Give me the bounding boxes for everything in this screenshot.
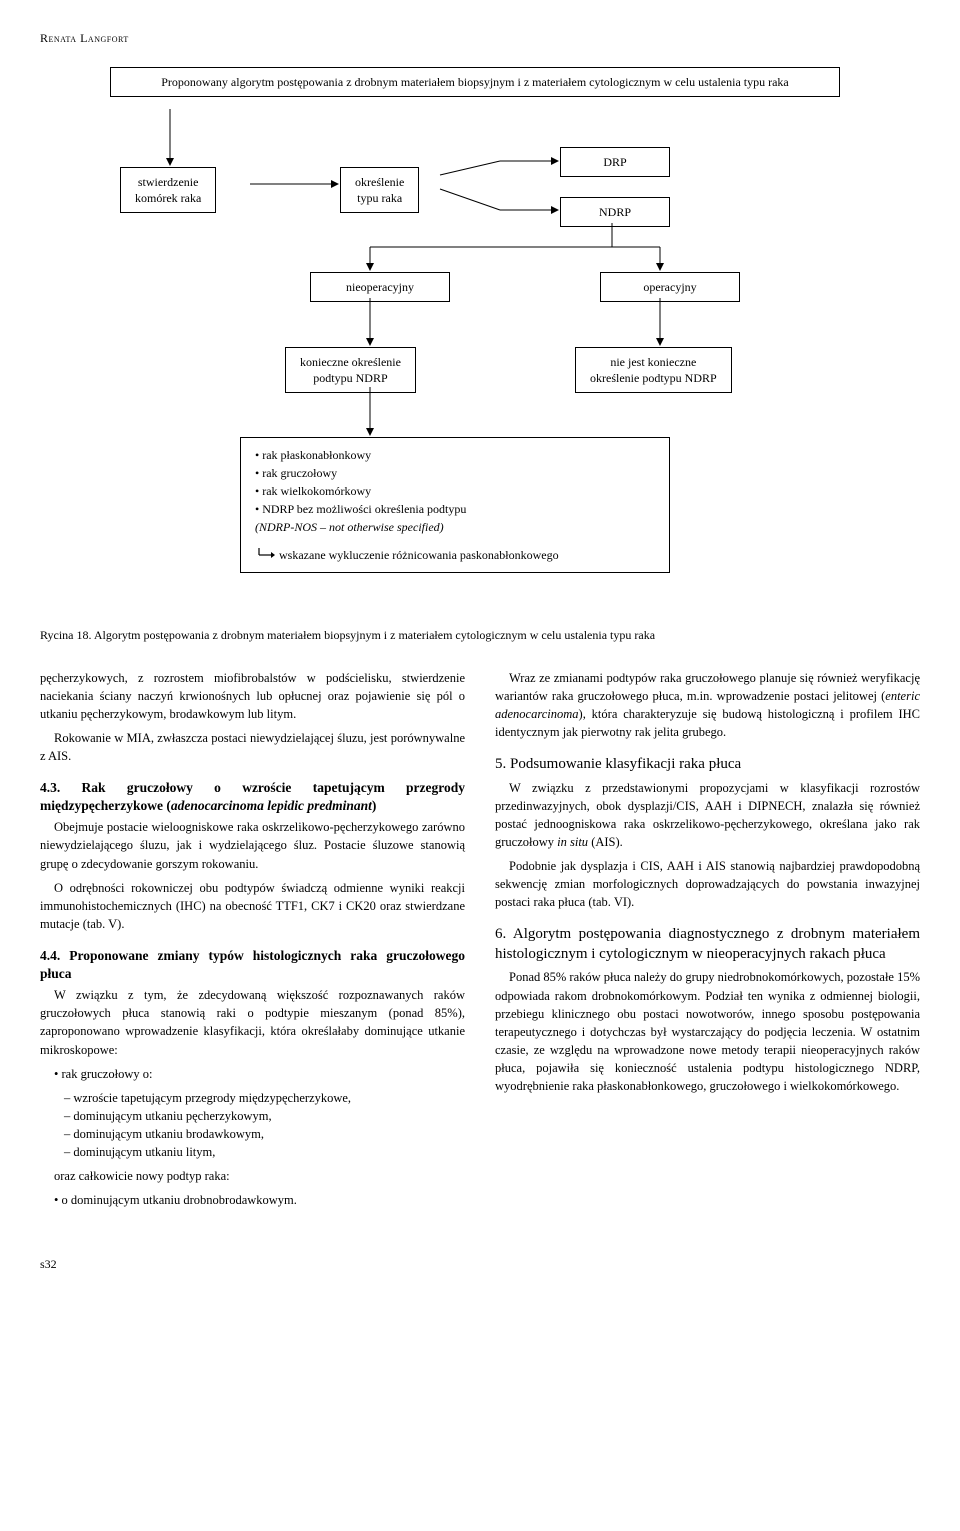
left-p5: W związku z tym, że zdecydowaną większoś…: [40, 986, 465, 1059]
flow-bullet-4a: • NDRP bez możliwości określenia podtypu: [255, 500, 655, 518]
heading-4-4: 4.4. Proponowane zmiany typów histologic…: [40, 947, 465, 982]
flow-node-niekonieczne: nie jest konieczne określenie podtypu ND…: [575, 347, 732, 393]
left-li1d: dominującym utkaniu litym,: [64, 1143, 465, 1161]
left-li1e: oraz całkowicie nowy podtyp raka:: [40, 1167, 465, 1185]
flow-node-okreslenie-typu: określenie typu raka: [340, 167, 419, 213]
flow-bullet-1: • rak płaskonabłonkowy: [255, 446, 655, 464]
heading-4-3: 4.3. Rak gruczołowy o wzroście tapetując…: [40, 779, 465, 814]
left-li1a: wzroście tapetującym przegrody międzypęc…: [64, 1089, 465, 1107]
flow-title-box: Proponowany algorytm postępowania z drob…: [110, 67, 840, 97]
flow-node-drp: DRP: [560, 147, 670, 177]
flow-bullet-3: • rak wielkokomórkowy: [255, 482, 655, 500]
page-number: s32: [40, 1256, 920, 1273]
left-li1c: dominującym utkaniu brodawkowym,: [64, 1125, 465, 1143]
left-p1: pęcherzykowych, z rozrostem miofibrobals…: [40, 669, 465, 723]
text-columns: pęcherzykowych, z rozrostem miofibrobals…: [40, 669, 920, 1216]
left-li2: o dominującym utkaniu drobnobrodawkowym.: [54, 1191, 465, 1209]
left-list-dash: wzroście tapetującym przegrody międzypęc…: [40, 1089, 465, 1162]
left-li1b: dominującym utkaniu pęcherzykowym,: [64, 1107, 465, 1125]
flowchart-container: Proponowany algorytm postępowania z drob…: [40, 67, 920, 607]
flow-node-operacyjny: operacyjny: [600, 272, 740, 302]
arrow-small-icon: [257, 548, 275, 562]
left-column: pęcherzykowych, z rozrostem miofibrobals…: [40, 669, 465, 1216]
left-li1: rak gruczołowy o:: [54, 1065, 465, 1083]
left-list-outer: rak gruczołowy o:: [40, 1065, 465, 1083]
author-name: Renata Langfort: [40, 30, 920, 47]
flow-bullet-4b: (NDRP-NOS – not otherwise specified): [255, 518, 655, 536]
flow-bullet-box: • rak płaskonabłonkowy • rak gruczołowy …: [240, 437, 670, 573]
flow-bullet-5: wskazane wykluczenie różnicowania paskon…: [279, 548, 559, 562]
right-p2: W związku z przedstawionymi propozycjami…: [495, 779, 920, 852]
flow-bullet-2: • rak gruczołowy: [255, 464, 655, 482]
right-p1: Wraz ze zmianami podtypów raka gruczołow…: [495, 669, 920, 742]
right-p3: Podobnie jak dysplazja i CIS, AAH i AIS …: [495, 857, 920, 911]
left-p4: O odrębności rokowniczej obu podtypów św…: [40, 879, 465, 933]
heading-6: 6. Algorytm postępowania diagnostycznego…: [495, 925, 920, 964]
flow-node-nieoperacyjny: nieoperacyjny: [310, 272, 450, 302]
right-p4: Ponad 85% raków płuca należy do grupy ni…: [495, 968, 920, 1095]
flow-node-stwierdzenie: stwierdzenie komórek raka: [120, 167, 216, 213]
flow-node-konieczne: konieczne określenie podtypu NDRP: [285, 347, 416, 393]
left-p2: Rokowanie w MIA, zwłaszcza postaci niewy…: [40, 729, 465, 765]
heading-5: 5. Podsumowanie klasyfikacji raka płuca: [495, 755, 920, 775]
right-column: Wraz ze zmianami podtypów raka gruczołow…: [495, 669, 920, 1216]
flow-node-ndrp: NDRP: [560, 197, 670, 227]
figure-caption: Rycina 18. Algorytm postępowania z drobn…: [40, 627, 920, 644]
left-list-outer2: o dominującym utkaniu drobnobrodawkowym.: [40, 1191, 465, 1209]
left-p3: Obejmuje postacie wieloogniskowe raka os…: [40, 818, 465, 872]
